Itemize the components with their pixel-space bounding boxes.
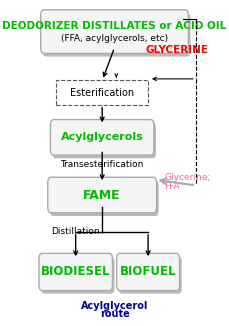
Text: Acylglycerols: Acylglycerols bbox=[61, 132, 144, 142]
Text: DEODORIZER DISTILLATES or ACID OIL: DEODORIZER DISTILLATES or ACID OIL bbox=[3, 21, 227, 31]
Text: Distillation: Distillation bbox=[51, 228, 100, 236]
Text: Glycerine;: Glycerine; bbox=[164, 173, 210, 182]
FancyBboxPatch shape bbox=[41, 257, 114, 294]
Text: route: route bbox=[100, 309, 129, 319]
Text: Transesterification: Transesterification bbox=[60, 160, 143, 169]
FancyBboxPatch shape bbox=[50, 120, 154, 155]
FancyBboxPatch shape bbox=[43, 13, 191, 57]
FancyBboxPatch shape bbox=[52, 123, 156, 158]
FancyBboxPatch shape bbox=[41, 10, 188, 53]
Text: FFA: FFA bbox=[164, 182, 180, 191]
FancyBboxPatch shape bbox=[50, 181, 159, 216]
Text: GLYCERINE: GLYCERINE bbox=[145, 45, 208, 55]
FancyBboxPatch shape bbox=[48, 177, 157, 213]
Text: Acylglycerol: Acylglycerol bbox=[81, 301, 148, 311]
FancyBboxPatch shape bbox=[56, 81, 148, 105]
Text: BIOFUEL: BIOFUEL bbox=[120, 265, 176, 278]
FancyBboxPatch shape bbox=[39, 253, 112, 290]
FancyBboxPatch shape bbox=[117, 253, 180, 290]
Text: (FFA, acylglycerols, etc): (FFA, acylglycerols, etc) bbox=[61, 34, 168, 43]
FancyBboxPatch shape bbox=[119, 257, 182, 294]
Text: Esterification: Esterification bbox=[70, 87, 134, 97]
Text: BIODIESEL: BIODIESEL bbox=[41, 265, 110, 278]
Text: FAME: FAME bbox=[83, 188, 121, 201]
